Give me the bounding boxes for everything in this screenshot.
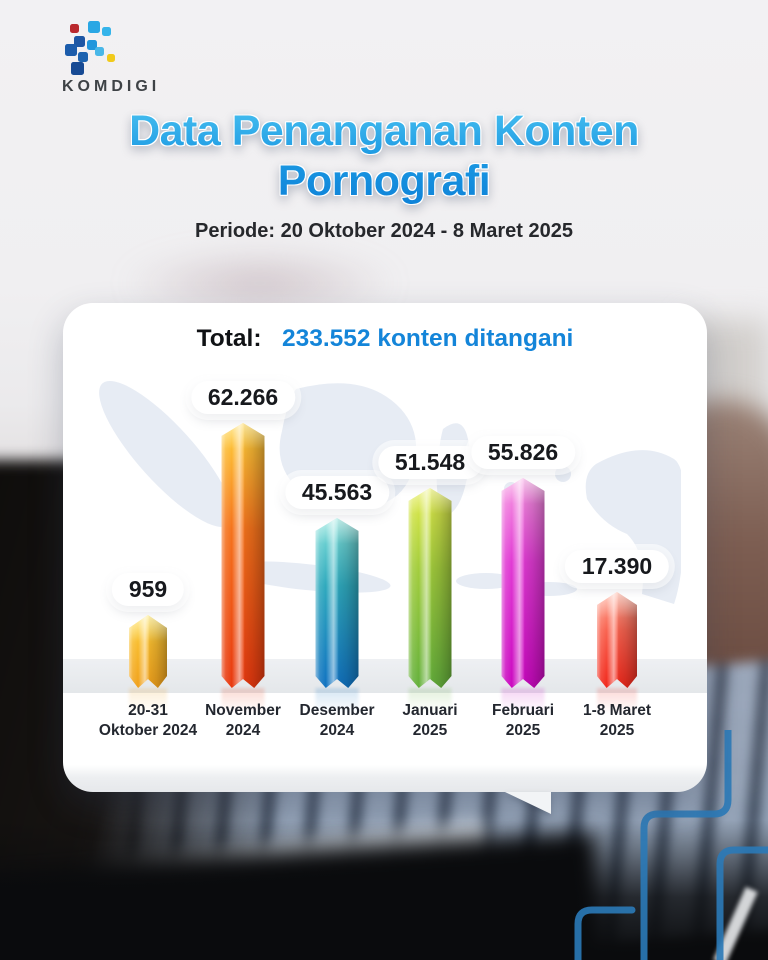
page-title: Data Penanganan Konten Pornografi [0, 106, 768, 206]
komdigi-logo: KOMDIGI [62, 16, 172, 96]
value-label: 959 [128, 576, 168, 602]
x-axis-label: 20-31 Oktober 2024 [99, 701, 197, 741]
value-badge: 51.548 [377, 446, 483, 479]
value-badge: 45.563 [284, 476, 390, 509]
bar-reflection [315, 688, 359, 718]
x-label-line1: Desember [299, 702, 375, 719]
bar-shading [597, 592, 637, 688]
bar-group-januari: 51.548 Januari 2025 [377, 446, 483, 739]
komdigi-logo-icon [62, 16, 122, 75]
x-axis-label: Januari 2025 [402, 701, 457, 741]
bar-maret [597, 592, 637, 688]
circuit-lines-decoration [574, 730, 768, 960]
speech-bubble-tail [505, 792, 551, 814]
x-label-line2: 2025 [599, 722, 635, 740]
value-label: 45.563 [301, 479, 373, 505]
bar-group-november: 62.266 November 2024 [190, 381, 296, 739]
bar-chart: 959 20-31 Oktober 2024 62.266 November 2… [63, 303, 707, 739]
x-axis-label: Desember 2024 [300, 701, 375, 741]
bar-shading [222, 423, 265, 688]
bar-reflection [501, 688, 545, 718]
value-badge: 62.266 [190, 381, 296, 414]
value-label: 51.548 [394, 449, 466, 475]
x-label-line2: 2024 [225, 722, 261, 740]
x-axis-label: November 2024 [205, 701, 281, 741]
x-label-line2: 2024 [319, 722, 355, 740]
bar-januari [409, 488, 452, 688]
value-badge: 17.390 [564, 550, 670, 583]
x-axis-label: Februari 2025 [492, 701, 554, 741]
bar-oktober [129, 615, 167, 688]
bar-reflection [597, 688, 637, 718]
bar-shading [316, 518, 359, 688]
total-value: 233.552 konten ditangani [281, 325, 574, 352]
bar-reflection [221, 688, 265, 718]
title-line-1: Data Penanganan Konten [129, 107, 639, 155]
x-label-line1: 1-8 Maret [582, 702, 652, 719]
x-label-line1: November [205, 702, 281, 719]
chart-card: Total: 233.552 konten ditangani 959 [63, 303, 707, 792]
title-line-2: Pornografi [277, 157, 491, 205]
value-badge: 55.826 [470, 436, 576, 469]
bar-group-oktober: 959 20-31 Oktober 2024 [99, 573, 197, 739]
bar-group-februari: 55.826 Februari 2025 [470, 436, 576, 739]
bar-februari [502, 478, 545, 688]
value-badge: 959 [111, 573, 185, 606]
x-label-line2: Oktober 2024 [98, 722, 198, 740]
x-label-line2: 2025 [412, 722, 448, 740]
value-label: 17.390 [581, 553, 653, 579]
value-label: 62.266 [207, 384, 279, 410]
total-line: Total: 233.552 konten ditangani [63, 325, 707, 353]
bar-shading [502, 478, 545, 688]
header: Data Penanganan Konten Pornografi Period… [0, 106, 768, 243]
x-label-line1: Februari [491, 702, 555, 719]
x-label-line1: 20-31 [128, 702, 168, 719]
komdigi-wordmark: KOMDIGI [62, 78, 161, 95]
period-subtitle: Periode: 20 Oktober 2024 - 8 Maret 2025 [195, 220, 573, 242]
x-axis-label: 1-8 Maret 2025 [583, 701, 651, 741]
bar-group-desember: 45.563 Desember 2024 [284, 476, 390, 739]
bar-shading [129, 615, 167, 688]
bar-reflection [408, 688, 452, 718]
x-label-line2: 2025 [505, 722, 541, 740]
bar-shading [409, 488, 452, 688]
total-prefix: Total: [196, 325, 262, 352]
bar-reflection [129, 688, 167, 718]
value-label: 55.826 [487, 439, 559, 465]
x-label-line1: Januari [402, 702, 458, 719]
bar-desember [316, 518, 359, 688]
dark-bottom-fade [0, 820, 768, 960]
bar-group-maret: 17.390 1-8 Maret 2025 [564, 550, 670, 739]
bar-november [222, 423, 265, 688]
